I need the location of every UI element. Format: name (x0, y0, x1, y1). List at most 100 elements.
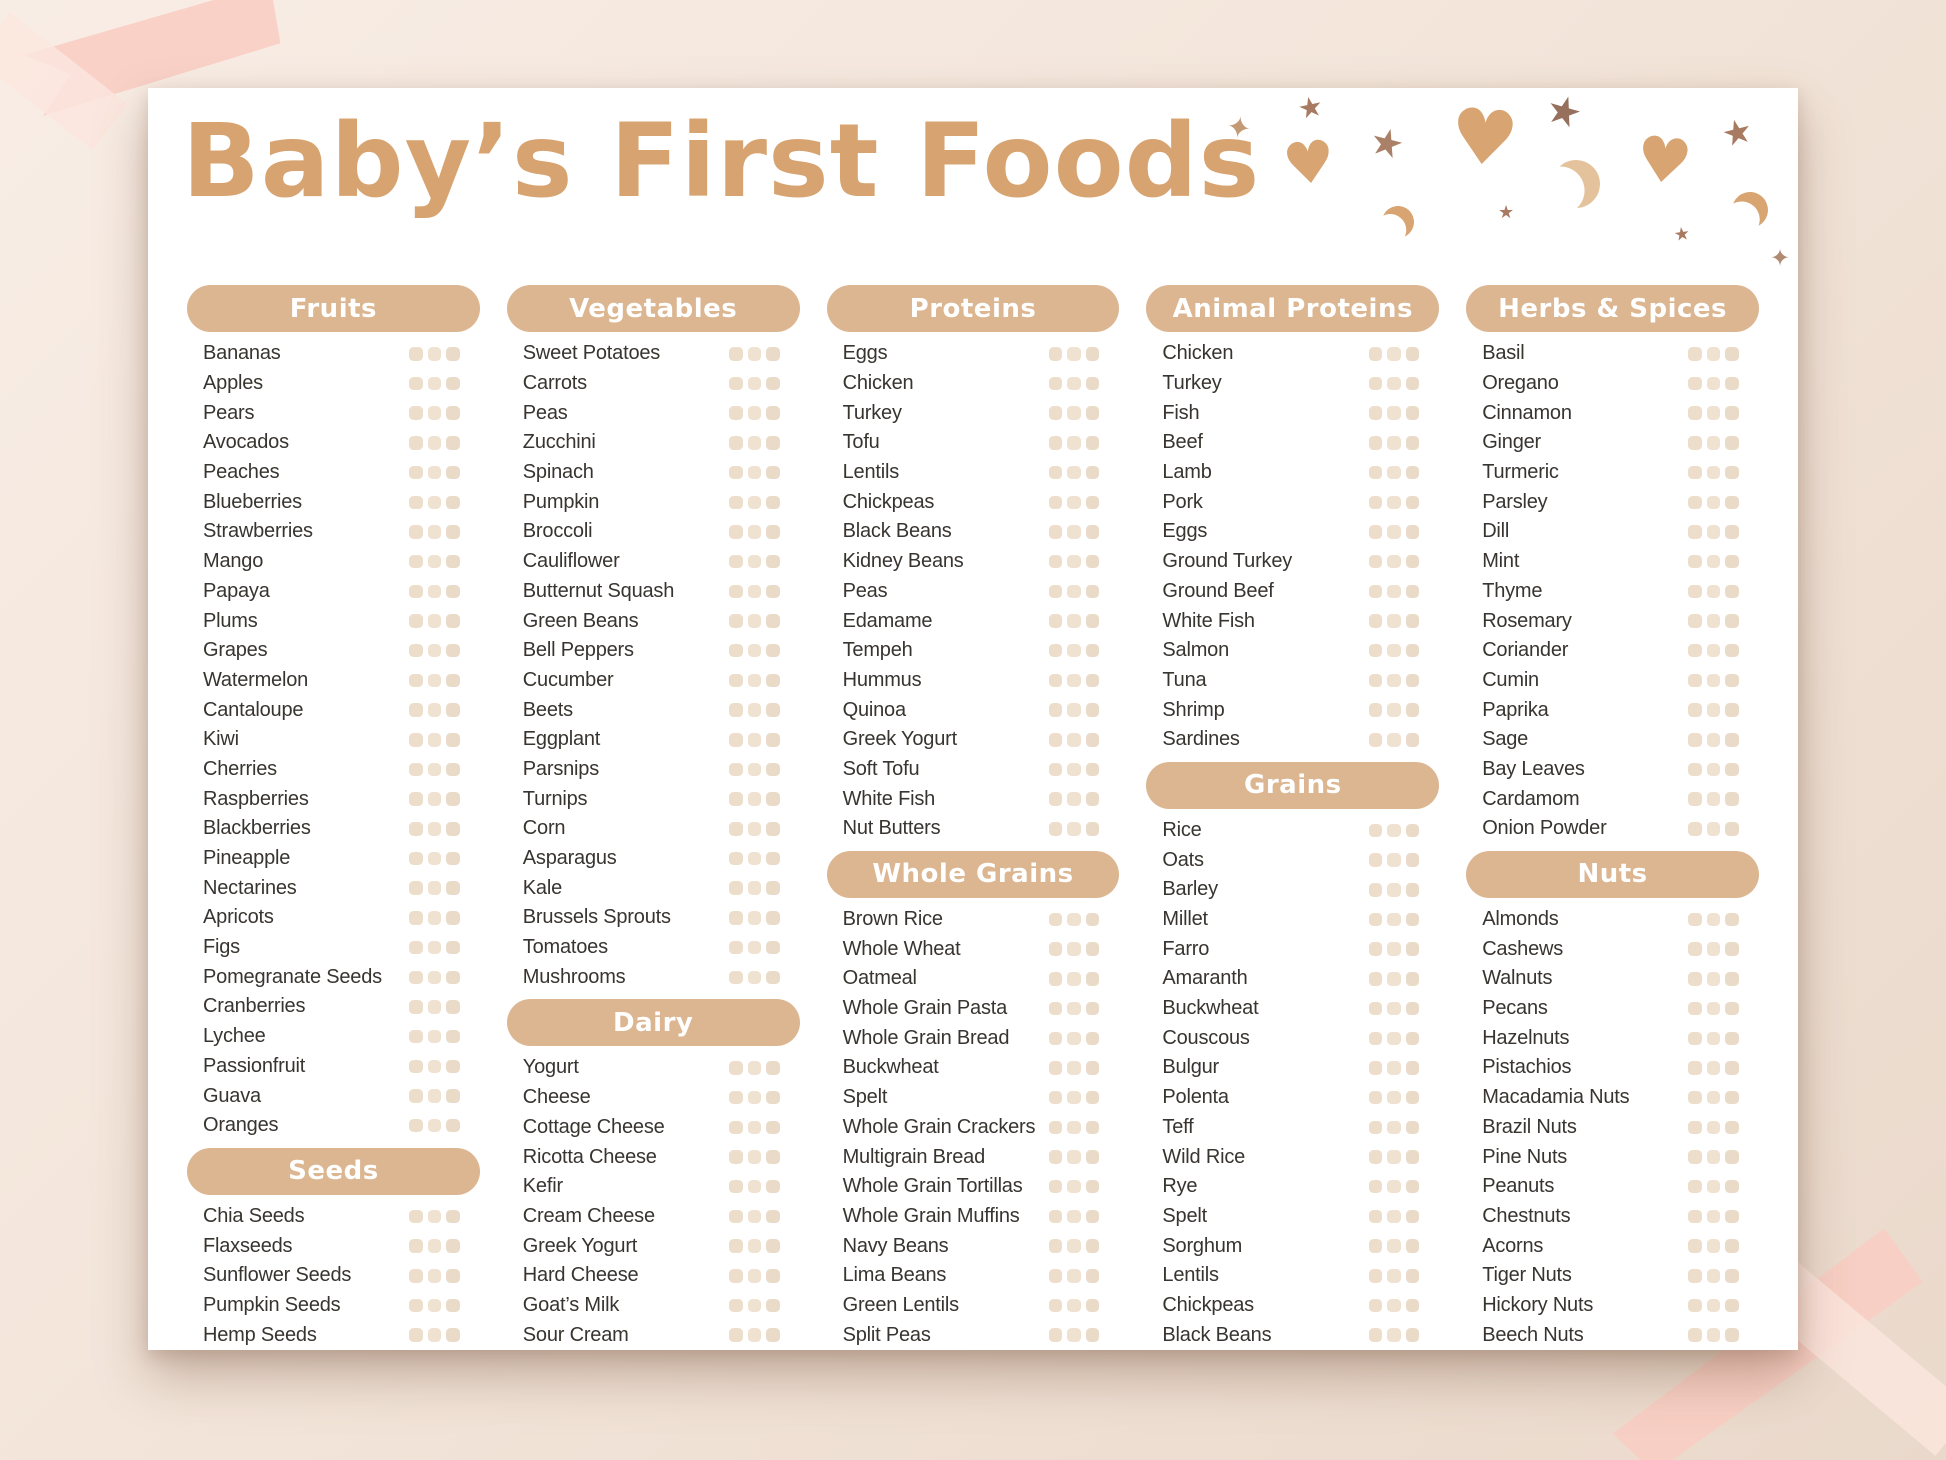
checkbox[interactable] (729, 970, 743, 985)
checkbox[interactable] (747, 643, 762, 658)
checkbox[interactable] (1048, 347, 1063, 361)
checkbox[interactable] (1085, 436, 1100, 450)
checkbox[interactable] (1368, 942, 1383, 956)
checkbox[interactable] (1387, 347, 1401, 361)
checkbox[interactable] (747, 1120, 762, 1135)
checkbox[interactable] (1688, 1298, 1702, 1313)
checkbox[interactable] (1048, 584, 1063, 599)
checkbox[interactable] (1368, 883, 1383, 897)
checkbox[interactable] (409, 822, 423, 836)
checkbox[interactable] (766, 851, 780, 866)
checkbox[interactable] (766, 1179, 780, 1194)
checkbox[interactable] (1688, 1179, 1702, 1194)
checkbox[interactable] (1405, 1239, 1420, 1253)
checkbox[interactable] (1368, 436, 1383, 450)
checkbox[interactable] (1085, 762, 1100, 777)
checkbox[interactable] (1085, 972, 1100, 986)
checkbox[interactable] (729, 822, 743, 836)
checkbox[interactable] (1368, 1120, 1383, 1135)
checkbox[interactable] (729, 1090, 743, 1105)
checkbox[interactable] (446, 822, 460, 836)
checkbox[interactable] (1688, 912, 1702, 927)
checkbox[interactable] (1405, 972, 1420, 986)
checkbox[interactable] (1387, 853, 1401, 867)
checkbox[interactable] (1688, 972, 1702, 986)
checkbox[interactable] (1706, 1239, 1721, 1253)
checkbox[interactable] (409, 673, 423, 688)
checkbox[interactable] (446, 733, 460, 747)
checkbox[interactable] (409, 1298, 423, 1313)
checkbox[interactable] (1368, 376, 1383, 391)
checkbox[interactable] (766, 584, 780, 599)
checkbox[interactable] (1067, 1031, 1081, 1046)
checkbox[interactable] (1368, 1209, 1383, 1224)
checkbox[interactable] (1405, 942, 1420, 956)
checkbox[interactable] (1405, 703, 1420, 717)
checkbox[interactable] (747, 970, 762, 985)
checkbox[interactable] (1067, 1239, 1081, 1253)
checkbox[interactable] (747, 465, 762, 480)
checkbox[interactable] (729, 1239, 743, 1253)
checkbox[interactable] (446, 911, 460, 925)
checkbox[interactable] (1706, 792, 1721, 806)
checkbox[interactable] (1688, 1150, 1702, 1164)
checkbox[interactable] (1688, 1328, 1702, 1342)
checkbox[interactable] (766, 376, 780, 391)
checkbox[interactable] (1706, 436, 1721, 450)
checkbox[interactable] (1688, 703, 1702, 717)
checkbox[interactable] (1725, 1120, 1739, 1135)
checkbox[interactable] (1706, 942, 1721, 956)
checkbox[interactable] (409, 733, 423, 747)
checkbox[interactable] (1706, 643, 1721, 658)
checkbox[interactable] (427, 525, 442, 539)
checkbox[interactable] (729, 911, 743, 925)
checkbox[interactable] (409, 1209, 423, 1224)
checkbox[interactable] (1725, 1328, 1739, 1342)
checkbox[interactable] (1048, 1179, 1063, 1194)
checkbox[interactable] (1085, 942, 1100, 956)
checkbox[interactable] (1067, 733, 1081, 747)
checkbox[interactable] (1085, 733, 1100, 747)
checkbox[interactable] (1725, 1090, 1739, 1105)
checkbox[interactable] (1405, 347, 1420, 361)
checkbox[interactable] (1725, 972, 1739, 986)
checkbox[interactable] (1725, 347, 1739, 361)
checkbox[interactable] (1387, 1001, 1401, 1016)
checkbox[interactable] (446, 436, 460, 450)
checkbox[interactable] (1067, 972, 1081, 986)
checkbox[interactable] (1368, 1239, 1383, 1253)
checkbox[interactable] (1725, 912, 1739, 927)
checkbox[interactable] (1048, 614, 1063, 628)
checkbox[interactable] (1368, 1179, 1383, 1194)
checkbox[interactable] (409, 1029, 423, 1044)
checkbox[interactable] (729, 347, 743, 361)
checkbox[interactable] (766, 970, 780, 985)
checkbox[interactable] (1706, 1031, 1721, 1046)
checkbox[interactable] (766, 1298, 780, 1313)
checkbox[interactable] (1405, 1090, 1420, 1105)
checkbox[interactable] (747, 792, 762, 806)
checkbox[interactable] (427, 1059, 442, 1074)
checkbox[interactable] (1405, 1001, 1420, 1016)
checkbox[interactable] (409, 347, 423, 361)
checkbox[interactable] (427, 1118, 442, 1133)
checkbox[interactable] (1405, 1298, 1420, 1313)
checkbox[interactable] (1688, 465, 1702, 480)
checkbox[interactable] (1085, 1090, 1100, 1105)
checkbox[interactable] (1368, 1090, 1383, 1105)
checkbox[interactable] (1706, 406, 1721, 420)
checkbox[interactable] (1706, 614, 1721, 628)
checkbox[interactable] (427, 970, 442, 985)
checkbox[interactable] (1688, 1239, 1702, 1253)
checkbox[interactable] (1048, 762, 1063, 777)
checkbox[interactable] (446, 851, 460, 866)
checkbox[interactable] (1368, 823, 1383, 838)
checkbox[interactable] (446, 673, 460, 688)
checkbox[interactable] (1405, 643, 1420, 658)
checkbox[interactable] (1725, 495, 1739, 510)
checkbox[interactable] (409, 406, 423, 420)
checkbox[interactable] (1387, 823, 1401, 838)
checkbox[interactable] (427, 1269, 442, 1283)
checkbox[interactable] (1048, 912, 1063, 927)
checkbox[interactable] (1048, 1298, 1063, 1313)
